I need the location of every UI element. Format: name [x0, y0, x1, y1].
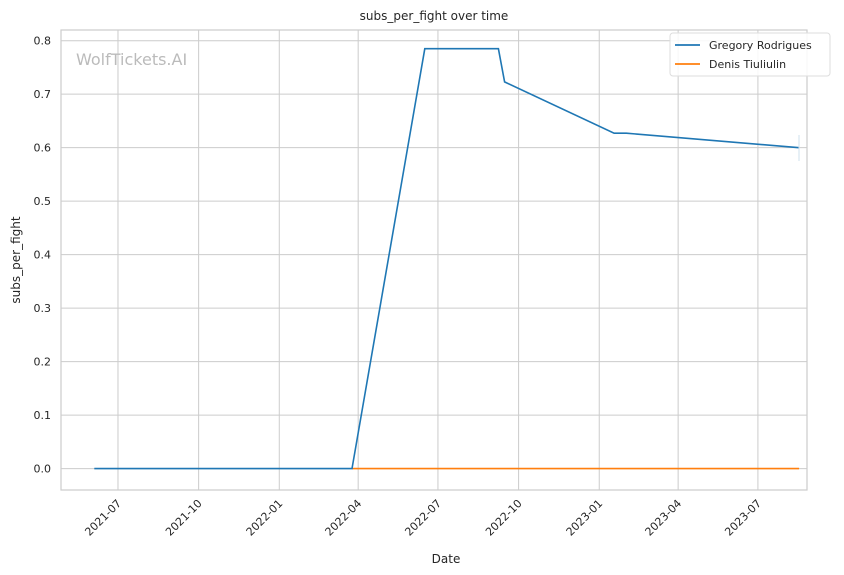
y-axis-label: subs_per_fight	[9, 216, 23, 303]
x-tick-label: 2022-10	[483, 497, 525, 539]
x-tick-label: 2021-07	[82, 497, 124, 539]
x-axis-label: Date	[432, 552, 461, 566]
legend-label-1: Denis Tiuliulin	[709, 58, 786, 71]
series-line-gregory-rodrigues	[94, 47, 800, 470]
plot-frame	[60, 29, 808, 491]
x-tick-label: 2022-04	[323, 497, 365, 539]
chart-title: subs_per_fight over time	[360, 9, 509, 23]
y-tick-label: 0.0	[34, 463, 52, 476]
ticks: 2021-07 2021-10 2022-01 2022-04 2022-07 2022-…	[34, 35, 765, 539]
y-tick-label: 0.8	[34, 35, 52, 48]
x-tick-label: 2023-01	[564, 497, 606, 539]
y-tick-label: 0.3	[34, 302, 52, 315]
watermark: WolfTickets.AI	[76, 50, 187, 69]
y-tick-label: 0.5	[34, 195, 52, 208]
legend: Gregory Rodrigues Denis Tiuliulin	[669, 32, 831, 77]
series-group	[94, 47, 800, 470]
x-tick-label: 2021-10	[163, 497, 205, 539]
grid	[61, 30, 807, 490]
y-tick-label: 0.1	[34, 409, 52, 422]
x-tick-label: 2023-04	[643, 497, 685, 539]
x-tick-label: 2023-07	[722, 497, 764, 539]
x-tick-label: 2022-01	[244, 497, 286, 539]
y-tick-label: 0.4	[34, 249, 52, 262]
y-tick-label: 0.6	[34, 142, 52, 155]
y-tick-label: 0.2	[34, 356, 52, 369]
x-tick-label: 2022-07	[402, 497, 444, 539]
legend-label-0: Gregory Rodrigues	[709, 39, 812, 52]
y-tick-label: 0.7	[34, 88, 52, 101]
